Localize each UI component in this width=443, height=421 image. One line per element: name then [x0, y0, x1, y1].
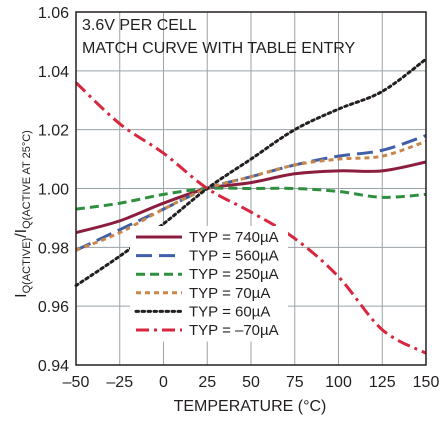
series-line-3 [75, 140, 427, 252]
legend-label-0: TYP = 740µA [189, 229, 279, 246]
x-tick-label: 150 [413, 374, 440, 391]
y-tick-label: 1.06 [38, 5, 69, 22]
y-axis-title: IQ(ACTIVE)/IQ(ACTIVE AT 25°C) [13, 130, 33, 298]
y-tick-label: 0.98 [38, 240, 69, 257]
y-tick-label: 1.04 [38, 64, 69, 81]
tick-labels: –50 –25 0 25 50 75 100 125 150 0.94 0.96 0.98 1.00 1.… [38, 5, 440, 391]
y-axis-title-main: I [13, 293, 30, 297]
annotation-line-2: MATCH CURVE WITH TABLE ENTRY [82, 40, 356, 57]
y-axis-title-sub-1: Q(ACTIVE) [21, 238, 33, 294]
x-tick-label: 100 [325, 374, 352, 391]
x-tick-label: 0 [159, 374, 168, 391]
y-tick-label: 1.02 [38, 123, 69, 140]
legend-label-2: TYP = 250µA [189, 266, 279, 283]
series-line-5 [74, 81, 427, 355]
x-tick-label: 75 [286, 374, 304, 391]
legend-label-4: TYP = 60µA [189, 303, 270, 320]
legend-label-5: TYP = –70µA [189, 322, 279, 339]
legend-label-1: TYP = 560µA [189, 248, 279, 265]
y-axis-title-slash: /I [13, 229, 30, 238]
x-axis-title: TEMPERATURE (°C) [174, 398, 327, 415]
series-line-0 [75, 160, 427, 235]
series-line-2 [75, 186, 427, 211]
legend-label-3: TYP = 70µA [189, 285, 270, 302]
y-tick-label: 0.94 [38, 358, 69, 375]
x-tick-label: 50 [242, 374, 260, 391]
series-lines [74, 57, 428, 355]
x-tick-label: –25 [106, 374, 133, 391]
annotation-line-1: 3.6V PER CELL [82, 17, 197, 34]
plot-frame [75, 11, 427, 366]
x-tick-label: 125 [369, 374, 396, 391]
x-tick-label: –50 [63, 374, 90, 391]
legend-background [130, 226, 288, 342]
x-tick-label: 25 [198, 374, 216, 391]
y-tick-label: 0.96 [38, 299, 69, 316]
y-axis-title-sub-2: Q(ACTIVE AT 25°C) [21, 130, 33, 229]
y-tick-label: 1.00 [38, 182, 69, 199]
